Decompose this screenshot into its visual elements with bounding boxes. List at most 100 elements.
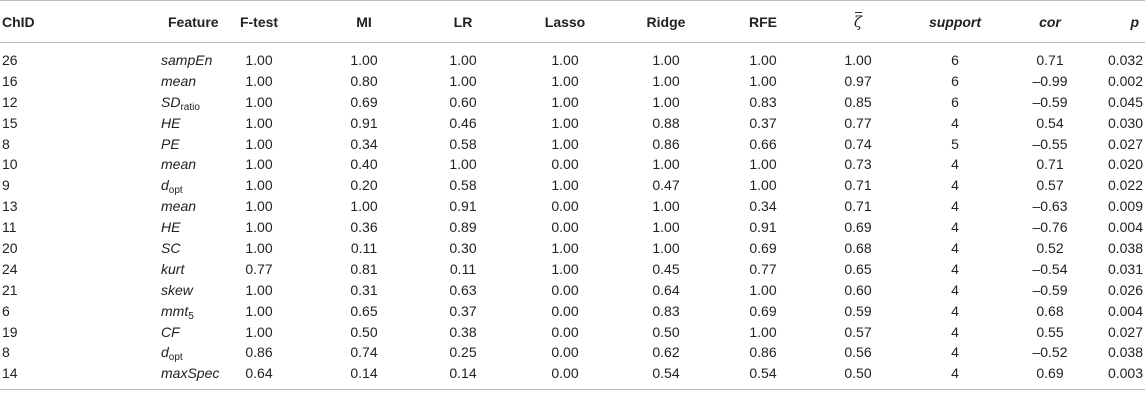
cell-ftest: 1.00 [245,93,273,110]
cell-cor: 0.71 [1036,52,1064,69]
feature-name: d [161,177,169,194]
cell-ftest: 0.64 [245,365,273,382]
cell-zeta: 0.50 [844,365,872,382]
cell-lr: 0.25 [449,344,477,361]
table-row: 21 skew 1.00 0.31 0.63 0.00 0.64 1.00 0.60 4 –0.59… [0,279,1145,300]
cell-chid: 8 [2,344,10,361]
cell-rfe: 0.66 [749,135,777,152]
cell-feature: dopt [68,175,203,196]
cell-chid: 14 [2,365,18,382]
cell-rfe: 0.34 [749,198,777,215]
cell-lr: 0.37 [449,302,477,319]
feature-name: SC [161,239,181,256]
cell-chid: 24 [2,260,18,277]
cell-feature: PE [68,133,203,154]
cell-ridge: 1.00 [652,219,680,236]
cell-lasso: 0.00 [551,302,579,319]
cell-feature: SC [68,238,203,259]
table-row: 11 HE 1.00 0.36 0.89 0.00 1.00 0.91 0.69 4 –0.76 0.… [0,217,1145,238]
cell-chid: 10 [2,156,18,173]
cell-lasso: 0.00 [551,219,579,236]
cell-lr: 0.60 [449,93,477,110]
cell-rfe: 1.00 [749,177,777,194]
cell-chid: 11 [2,219,17,236]
cell-mi: 0.14 [350,365,378,382]
cell-ftest: 0.77 [245,260,273,277]
cell-chid: 13 [2,198,18,215]
cell-chid: 21 [2,281,18,298]
cell-ftest: 1.00 [245,156,273,173]
table-row: 20 SC 1.00 0.11 0.30 1.00 1.00 0.69 0.68 4 0.52 0.0… [0,238,1145,259]
cell-lr: 0.30 [449,239,477,256]
cell-lasso: 0.00 [551,365,579,382]
feature-subscript: opt [168,352,183,364]
cell-feature: sampEn [68,43,212,71]
cell-lasso: 0.00 [551,323,579,340]
cell-mi: 0.40 [350,156,378,173]
cell-chid: 8 [2,135,10,152]
cell-p: 0.038 [1107,344,1143,361]
cell-zeta: 0.69 [844,219,872,236]
cell-p: 0.032 [1107,52,1143,69]
cell-ridge: 0.64 [652,281,680,298]
cell-mi: 0.36 [350,219,378,236]
cell-mi: 0.74 [350,344,378,361]
cell-lr: 0.58 [449,135,477,152]
cell-zeta: 0.59 [844,302,872,319]
feature-subscript: opt [168,185,183,197]
cell-rfe: 0.69 [749,302,777,319]
cell-ftest: 1.00 [245,219,273,236]
cell-lasso: 0.00 [551,281,579,298]
cell-cor: 0.52 [1036,239,1064,256]
cell-lasso: 1.00 [551,239,579,256]
cell-chid: 9 [2,177,10,194]
cell-support: 4 [951,323,959,340]
header-zeta: ζ [811,1,905,43]
cell-zeta: 0.68 [844,239,872,256]
cell-cor: –0.54 [1032,260,1068,277]
feature-subscript: ratio [180,101,200,113]
table-header: ChID Feature F-test MI LR Lasso Ridge RF… [0,0,1145,43]
cell-support: 5 [951,135,959,152]
cell-lr: 0.63 [449,281,477,298]
table-body: 26 sampEn 1.00 1.00 1.00 1.00 1.00 1.00 1.00 6 0.7… [0,43,1145,390]
header-ridge: Ridge [646,13,686,30]
header-cor: cor [1039,13,1061,30]
cell-feature: HE [68,112,203,133]
cell-lr: 1.00 [449,72,477,89]
cell-feature: mean [68,196,203,217]
cell-p: 0.004 [1107,219,1143,236]
cell-zeta: 0.85 [844,93,872,110]
cell-ftest: 1.00 [245,72,273,89]
cell-lasso: 1.00 [551,93,579,110]
cell-support: 4 [951,219,959,236]
cell-lr: 0.58 [449,177,477,194]
cell-p: 0.020 [1107,156,1143,173]
cell-rfe: 0.83 [749,93,777,110]
cell-lasso: 1.00 [551,177,579,194]
cell-support: 4 [951,281,959,298]
cell-ridge: 1.00 [652,72,680,89]
cell-lasso: 1.00 [551,52,579,69]
feature-name: SD [161,93,181,110]
cell-mi: 0.31 [350,281,378,298]
feature-name: PE [161,135,180,152]
feature-name: skew [161,281,193,298]
cell-lr: 1.00 [449,156,477,173]
cell-zeta: 0.71 [844,198,872,215]
cell-rfe: 0.54 [749,365,777,382]
cell-feature: mmt5 [68,300,203,322]
table-row: 12 SDratio 1.00 0.69 0.60 1.00 1.00 0.83 0.85 6 –0… [0,91,1145,113]
cell-rfe: 0.69 [749,239,777,256]
cell-cor: 0.54 [1036,114,1064,131]
feature-subscript: 5 [188,310,194,322]
cell-p: 0.026 [1107,281,1143,298]
cell-feature: mean [68,70,203,91]
cell-ridge: 0.47 [652,177,680,194]
cell-cor: 0.69 [1036,365,1064,382]
feature-name: maxSpec [161,365,220,382]
cell-support: 4 [951,365,959,382]
cell-rfe: 0.91 [749,219,777,236]
cell-feature: CF [68,321,203,342]
cell-ftest: 1.00 [245,198,273,215]
